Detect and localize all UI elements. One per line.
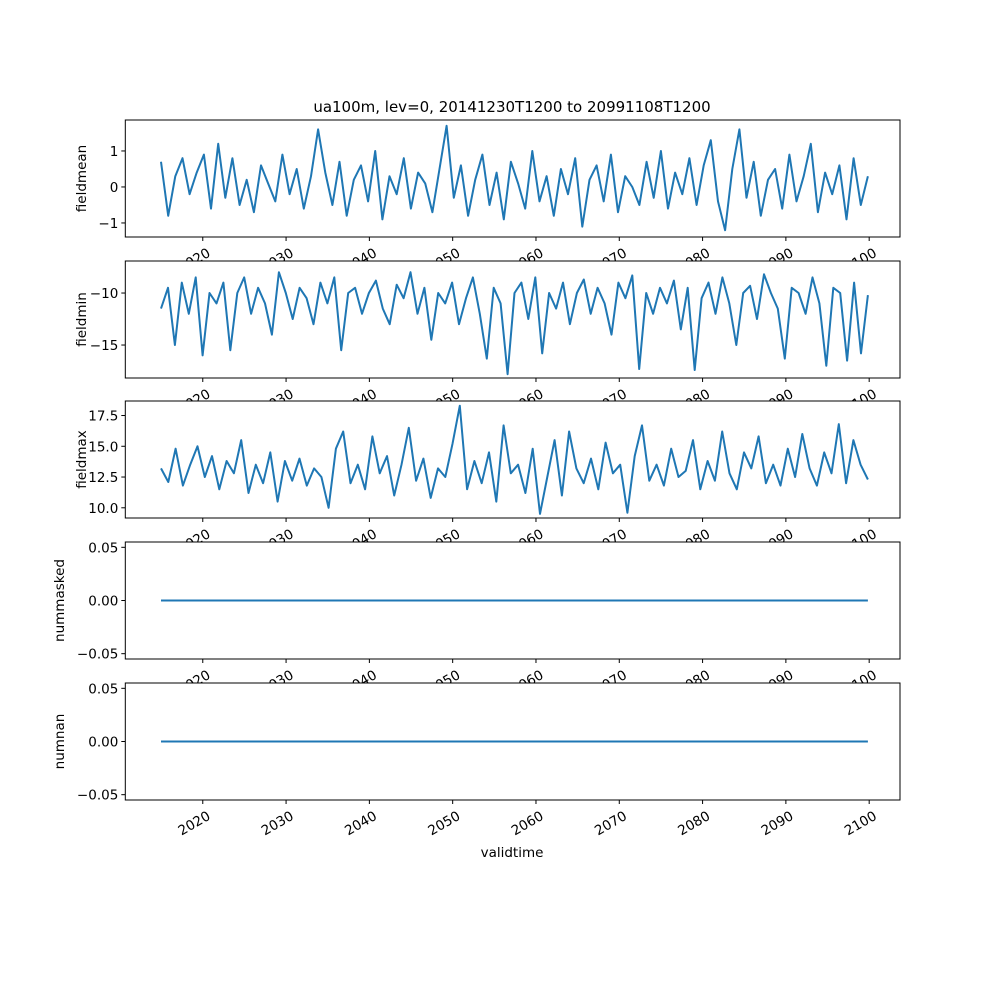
- y-tick-label: −0.05: [77, 788, 118, 804]
- chart-title: ua100m, lev=0, 20141230T1200 to 20991108…: [313, 98, 710, 116]
- y-tick-label: 17.5: [88, 409, 118, 425]
- y-tick-label: −1: [98, 216, 118, 232]
- axes-background: [125, 401, 901, 518]
- y-tick-label: 15.0: [88, 439, 118, 455]
- y-axis-label: fieldmax: [74, 430, 90, 489]
- axes-background: [125, 120, 901, 237]
- y-tick-label: 0.05: [88, 681, 118, 697]
- y-axis-label: nummasked: [52, 559, 68, 642]
- y-tick-label: 0: [110, 180, 119, 196]
- y-axis-label: fieldmin: [74, 292, 90, 347]
- y-axis-label: fieldmean: [74, 145, 90, 212]
- y-tick-label: 10.0: [88, 501, 118, 517]
- axes-frame: [124, 260, 901, 379]
- x-axis-label: validtime: [481, 845, 544, 861]
- y-tick-label: 1: [110, 144, 119, 160]
- y-tick-label: −0.05: [77, 647, 118, 663]
- y-tick-label: 0.00: [88, 594, 118, 610]
- series-line-fieldmean: [160, 124, 869, 232]
- series-line-fieldmin: [160, 271, 869, 376]
- y-tick-label: 0.05: [88, 540, 118, 556]
- y-tick-label: −10: [90, 286, 119, 302]
- axes-frame: [124, 400, 901, 519]
- series-line-fieldmax: [160, 404, 869, 515]
- y-tick-label: 0.00: [88, 735, 118, 751]
- y-tick-label: −15: [90, 338, 119, 354]
- axes-frame: [124, 119, 901, 238]
- y-axis-label: numnan: [52, 714, 68, 770]
- y-tick-label: 12.5: [88, 470, 118, 486]
